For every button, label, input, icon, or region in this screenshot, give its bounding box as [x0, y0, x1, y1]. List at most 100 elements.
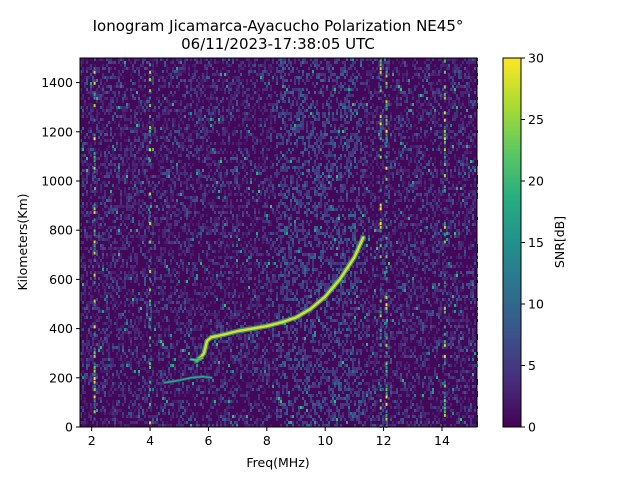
heatmap-cell [212, 160, 214, 163]
heatmap-cell [258, 316, 260, 319]
heatmap-cell [154, 70, 156, 73]
heatmap-cell [102, 91, 104, 94]
heatmap-cell [136, 91, 138, 94]
heatmap-cell [148, 214, 150, 217]
heatmap-cell [160, 328, 162, 331]
heatmap-cell [96, 421, 98, 424]
heatmap-cell [176, 262, 178, 265]
heatmap-cell [110, 127, 112, 130]
heatmap-cell [256, 220, 258, 223]
heatmap-cell [162, 178, 164, 181]
heatmap-cell [224, 424, 226, 427]
heatmap-cell [196, 199, 198, 202]
heatmap-cell [218, 238, 220, 241]
heatmap-cell [132, 187, 134, 190]
heatmap-cell [202, 73, 204, 76]
heatmap-cell [148, 163, 150, 166]
heatmap-cell [244, 367, 246, 370]
heatmap-cell [106, 400, 108, 403]
heatmap-cell [240, 160, 242, 163]
heatmap-cell [248, 376, 250, 379]
heatmap-cell [138, 160, 140, 163]
heatmap-cell [208, 379, 210, 382]
heatmap-cell [148, 229, 150, 232]
heatmap-cell [242, 394, 244, 397]
heatmap-cell [172, 100, 174, 103]
heatmap-cell [148, 292, 150, 295]
heatmap-cell [146, 256, 148, 259]
heatmap-cell [236, 370, 238, 373]
heatmap-cell [200, 238, 202, 241]
heatmap-cell [238, 271, 240, 274]
heatmap-cell [218, 118, 220, 121]
heatmap-cell [132, 301, 134, 304]
heatmap-cell [238, 109, 240, 112]
heatmap-cell [106, 85, 108, 88]
heatmap-cell [158, 190, 160, 193]
heatmap-cell [178, 271, 180, 274]
heatmap-cell [102, 382, 104, 385]
heatmap-cell [144, 367, 146, 370]
heatmap-cell [202, 208, 204, 211]
heatmap-cell [200, 88, 202, 91]
heatmap-cell [184, 409, 186, 412]
heatmap-cell [162, 94, 164, 97]
heatmap-cell [108, 106, 110, 109]
heatmap-cell [124, 271, 126, 274]
heatmap-cell [118, 124, 120, 127]
heatmap-cell [130, 220, 132, 223]
heatmap-cell [260, 409, 262, 412]
heatmap-cell [254, 70, 256, 73]
heatmap-cell [148, 109, 150, 112]
heatmap-cell [160, 193, 162, 196]
heatmap-cell [170, 223, 172, 226]
heatmap-cell [222, 373, 224, 376]
heatmap-cell [188, 247, 190, 250]
heatmap-cell [220, 169, 222, 172]
heatmap-cell [114, 415, 116, 418]
heatmap-cell [136, 349, 138, 352]
heatmap-cell [198, 115, 200, 118]
heatmap-cell [230, 328, 232, 331]
heatmap-cell [88, 211, 90, 214]
heatmap-cell [154, 199, 156, 202]
heatmap-cell [252, 199, 254, 202]
heatmap-cell [140, 157, 142, 160]
heatmap-cell [98, 136, 100, 139]
heatmap-cell [110, 379, 112, 382]
heatmap-cell [150, 316, 152, 319]
heatmap-cell [138, 220, 140, 223]
heatmap-cell [110, 85, 112, 88]
heatmap-cell [220, 211, 222, 214]
heatmap-cell [174, 202, 176, 205]
heatmap-cell [158, 118, 160, 121]
heatmap-cell [214, 178, 216, 181]
heatmap-cell [122, 385, 124, 388]
heatmap-cell [226, 181, 228, 184]
heatmap-cell [238, 88, 240, 91]
heatmap-cell [192, 250, 194, 253]
heatmap-cell [92, 175, 94, 178]
heatmap-cell [164, 199, 166, 202]
heatmap-cell [238, 238, 240, 241]
heatmap-cell [104, 421, 106, 424]
heatmap-cell [142, 202, 144, 205]
heatmap-cell [194, 325, 196, 328]
heatmap-cell [136, 256, 138, 259]
heatmap-cell [258, 388, 260, 391]
heatmap-cell [236, 400, 238, 403]
heatmap-cell [258, 124, 260, 127]
heatmap-cell [212, 283, 214, 286]
heatmap-cell [144, 271, 146, 274]
heatmap-cell [154, 274, 156, 277]
heatmap-cell [250, 337, 252, 340]
heatmap-cell [208, 118, 210, 121]
heatmap-cell [90, 316, 92, 319]
heatmap-cell [114, 409, 116, 412]
heatmap-cell [254, 127, 256, 130]
heatmap-cell [256, 79, 258, 82]
heatmap-cell [226, 382, 228, 385]
heatmap-cell [198, 118, 200, 121]
heatmap-cell [112, 211, 114, 214]
heatmap-cell [130, 142, 132, 145]
